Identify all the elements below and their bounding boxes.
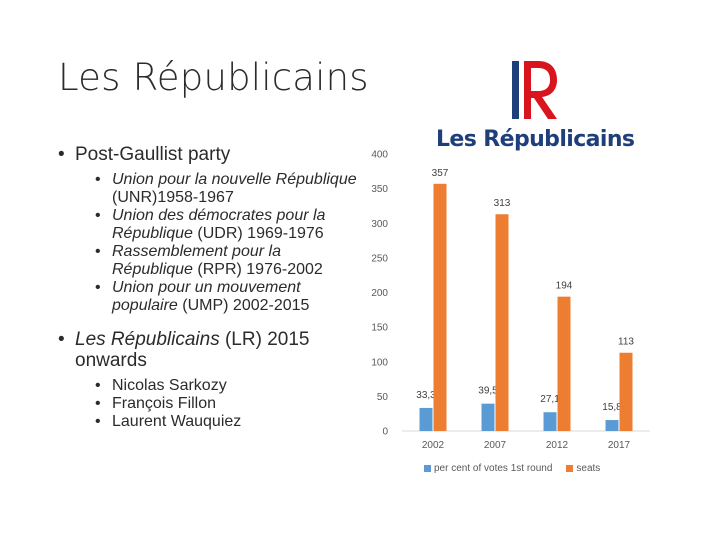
sub-bullet-leader: François Fillon	[58, 395, 358, 413]
party-name: Union des démocrates pour la République	[112, 207, 326, 242]
data-label-votes: 15,8	[602, 402, 622, 413]
party-name: Les Républicains	[75, 329, 220, 350]
legend-item-votes: per cent of votes 1st round	[424, 463, 552, 474]
data-label-seats: 313	[494, 198, 511, 209]
data-label-votes: 27,1	[540, 394, 560, 405]
results-bar-chart: 0 50 100 150 200 250 300 350 400 2002 33,3 357 2007 3…	[371, 150, 650, 451]
y-tick-label: 200	[371, 288, 388, 299]
y-tick-label: 0	[382, 427, 388, 438]
lr-logo-mark: LR	[512, 61, 557, 119]
legend-label-seats: seats	[576, 463, 601, 474]
party-years: (RPR) 1976-2002	[192, 261, 323, 278]
slide-title: Les Républicains	[58, 56, 369, 99]
y-tick-label: 250	[371, 253, 388, 264]
x-tick-label: 2002	[422, 440, 445, 451]
y-tick-label: 350	[371, 184, 388, 195]
sub-bullet-leader: Laurent Wauquiez	[58, 413, 358, 431]
party-years: (UMP) 2002-2015	[177, 297, 310, 314]
bar-votes	[419, 407, 433, 431]
x-tick-label: 2017	[608, 440, 631, 451]
bar-seats	[433, 183, 447, 431]
data-label-votes: 33,3	[416, 390, 436, 401]
sub-bullet-ump: Union pour un mouvement populaire (UMP) …	[58, 279, 358, 315]
lr-logo-wordmark: Les Républicains	[436, 127, 635, 152]
bullet-list: Post-Gaullist party Union pour la nouvel…	[58, 144, 358, 431]
sub-bullet-leader: Nicolas Sarkozy	[58, 377, 358, 395]
bar-seats	[557, 296, 571, 431]
sub-bullet-rpr: Rassemblement pour la République (RPR) 1…	[58, 243, 358, 279]
legend-item-seats: seats	[566, 463, 600, 474]
data-label-votes: 39,5	[478, 386, 498, 397]
party-name: Union pour la nouvelle République	[112, 171, 357, 188]
data-label-seats: 357	[432, 168, 449, 179]
x-tick-label: 2012	[546, 440, 569, 451]
bullet-les-republicains: Les Républicains (LR) 2015 onwards	[58, 329, 358, 371]
bar-seats	[619, 352, 633, 431]
bar-votes	[481, 403, 495, 431]
x-tick-label: 2007	[484, 440, 507, 451]
data-label-seats: 113	[618, 337, 634, 348]
y-tick-label: 100	[371, 357, 388, 368]
y-tick-label: 50	[377, 392, 389, 403]
party-name: Union pour un mouvement populaire	[112, 279, 301, 314]
party-years: (UDR) 1969-1976	[192, 225, 324, 242]
sub-bullet-unr: Union pour la nouvelle République (UNR)1…	[58, 171, 358, 207]
data-label-seats: 194	[556, 281, 573, 292]
party-years: (UNR)1958-1967	[112, 189, 234, 206]
y-tick-label: 400	[371, 150, 388, 161]
bullet-text: Post-Gaullist party	[75, 144, 231, 165]
party-years: (LR) 2015 onwards	[75, 329, 310, 371]
party-name: Rassemblement pour la République	[112, 243, 281, 278]
legend-swatch-votes	[424, 465, 431, 472]
y-tick-label: 300	[371, 219, 388, 230]
y-tick-label: 150	[371, 323, 388, 334]
legend-swatch-seats	[566, 465, 574, 472]
chart-legend: per cent of votes 1st round seats	[424, 463, 614, 474]
bullet-post-gaullist: Post-Gaullist party	[58, 144, 358, 165]
bar-seats	[495, 214, 509, 431]
sub-bullet-udr: Union des démocrates pour la République …	[58, 207, 358, 243]
bar-votes	[543, 412, 557, 431]
legend-label-votes: per cent of votes 1st round	[434, 463, 553, 474]
bar-votes	[605, 420, 619, 431]
